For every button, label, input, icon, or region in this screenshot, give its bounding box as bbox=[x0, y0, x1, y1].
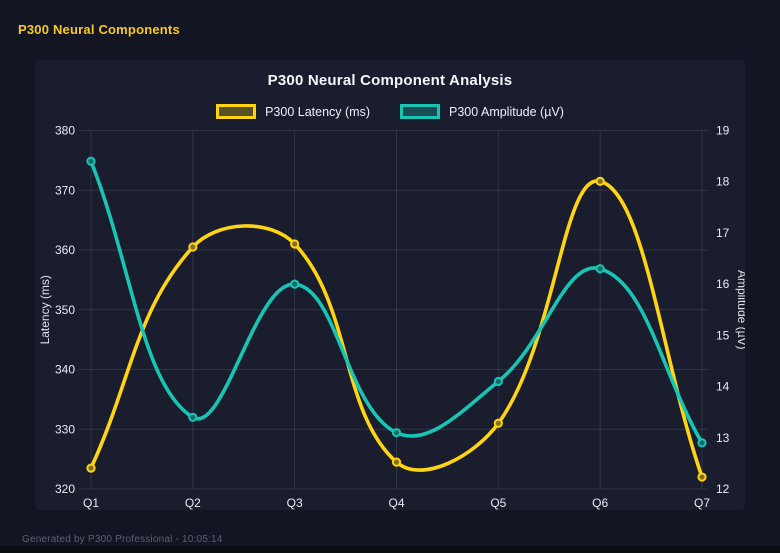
tick-label-right: 14 bbox=[716, 380, 730, 394]
data-point-latency-Q1[interactable] bbox=[86, 463, 96, 473]
data-point-amplitude-Q4[interactable] bbox=[391, 428, 402, 438]
tick-label-left: 330 bbox=[55, 422, 75, 436]
legend-item-latency[interactable]: P300 Latency (ms) bbox=[216, 104, 370, 119]
tick-label-left: 360 bbox=[55, 243, 75, 257]
data-point-latency-Q3[interactable] bbox=[290, 239, 300, 249]
bottom-strip bbox=[0, 546, 780, 553]
tick-label-right: 15 bbox=[716, 328, 730, 342]
data-point-amplitude-Q3[interactable] bbox=[290, 279, 300, 289]
tick-label-left: 380 bbox=[55, 124, 75, 138]
data-point-latency-Q4[interactable] bbox=[391, 457, 402, 467]
footer-status: Generated by P300 Professional - 10:05:1… bbox=[22, 534, 223, 545]
tick-label-right: 19 bbox=[716, 124, 730, 138]
tick-label-right: 16 bbox=[716, 277, 730, 291]
tick-label-right: 17 bbox=[716, 226, 730, 240]
data-point-amplitude-Q2[interactable] bbox=[188, 412, 198, 422]
chart-legend: P300 Latency (ms) P300 Amplitude (µV) bbox=[35, 104, 745, 119]
tick-label-right: 13 bbox=[716, 431, 730, 445]
page-title: P300 Neural Components bbox=[18, 22, 180, 37]
tick-label-x: Q6 bbox=[592, 496, 608, 510]
legend-item-amplitude[interactable]: P300 Amplitude (µV) bbox=[400, 104, 564, 119]
tick-label-left: 370 bbox=[55, 183, 75, 197]
data-point-amplitude-Q7[interactable] bbox=[697, 438, 707, 448]
tick-label-left: 350 bbox=[55, 303, 75, 317]
tick-label-x: Q2 bbox=[185, 496, 201, 510]
tick-label-left: 320 bbox=[55, 482, 75, 496]
data-point-latency-Q2[interactable] bbox=[188, 242, 198, 252]
chart-card: P300 Neural Component Analysis P300 Late… bbox=[35, 60, 745, 510]
tick-label-right: 12 bbox=[716, 482, 730, 496]
right-axis-title: Amplitude (µV) bbox=[735, 270, 745, 350]
data-point-amplitude-Q5[interactable] bbox=[493, 376, 503, 387]
legend-swatch-latency bbox=[216, 104, 257, 119]
data-point-amplitude-Q6[interactable] bbox=[595, 264, 605, 274]
tick-label-x: Q4 bbox=[388, 496, 404, 510]
tick-label-left: 340 bbox=[55, 363, 75, 377]
app-header: P300 Neural Components bbox=[18, 22, 180, 37]
data-point-amplitude-Q1[interactable] bbox=[86, 156, 96, 166]
legend-swatch-amplitude bbox=[400, 104, 440, 119]
data-point-latency-Q5[interactable] bbox=[493, 418, 503, 428]
tick-label-x: Q7 bbox=[694, 496, 710, 510]
tick-label-x: Q3 bbox=[287, 496, 303, 510]
legend-label-amplitude: P300 Amplitude (µV) bbox=[449, 104, 564, 119]
data-point-latency-Q6[interactable] bbox=[595, 176, 605, 186]
chart-title: P300 Neural Component Analysis bbox=[267, 72, 513, 89]
tick-label-x: Q5 bbox=[490, 496, 506, 510]
tick-label-x: Q1 bbox=[83, 496, 99, 510]
line-chart-plot: 320 330 340 350 360 370 380 12 13 14 15 16 17 18 19 Q1 Q… bbox=[38, 124, 745, 511]
legend-label-latency: P300 Latency (ms) bbox=[265, 104, 370, 119]
tick-label-right: 18 bbox=[716, 175, 730, 189]
data-point-latency-Q7[interactable] bbox=[697, 472, 707, 482]
left-axis-title: Latency (ms) bbox=[38, 275, 52, 344]
